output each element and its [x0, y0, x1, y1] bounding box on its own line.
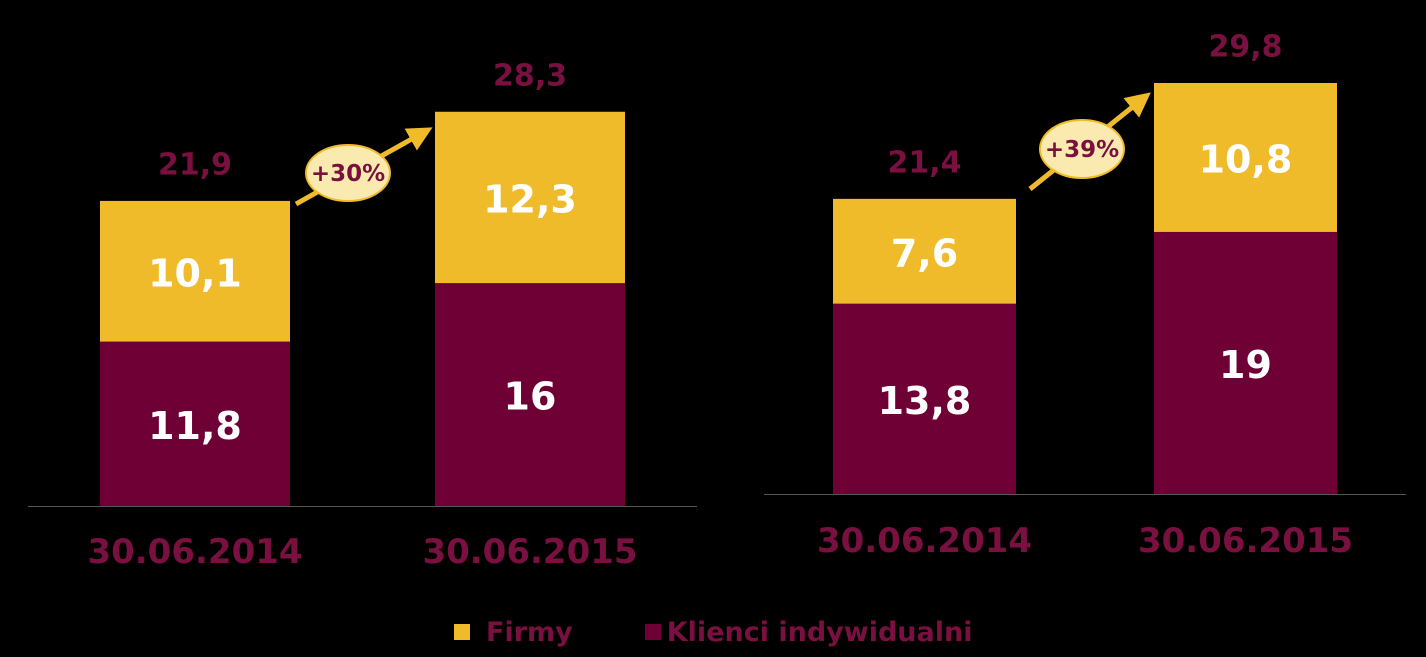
segment-value-firmy: 10,8 [1199, 137, 1293, 181]
segment-value-klienci: 19 [1219, 343, 1272, 387]
bar-segment-firmy [100, 200, 290, 342]
total-value-label: 21,9 [158, 147, 232, 182]
bar-segment-firmy [1154, 83, 1337, 232]
legend-label-firmy: Firmy [486, 616, 573, 648]
chart-left: 11,8 10,1 21,9 30.06.2014 16 12,3 28,3 30.06.20… [28, 58, 697, 572]
total-value-label: 29,8 [1208, 30, 1282, 65]
bar-segment-firmy [435, 111, 625, 284]
segment-value-firmy: 7,6 [891, 231, 958, 275]
bar-segment-klienci [1154, 231, 1337, 495]
x-tick-label: 30.06.2015 [1138, 521, 1353, 561]
growth-bubble [305, 144, 391, 202]
legend-swatch-firmy [454, 624, 470, 640]
growth-label: +30% [311, 161, 385, 187]
x-tick-label: 30.06.2014 [817, 521, 1032, 561]
total-value-label: 21,4 [887, 145, 961, 180]
x-tick-label: 30.06.2014 [87, 532, 302, 572]
segment-value-klienci: 11,8 [148, 404, 242, 448]
bar-segment-klienci [100, 341, 290, 506]
bar-segment-klienci [435, 283, 625, 506]
chart-right: 13,8 7,6 21,4 30.06.2014 19 10,8 29,8 30.06.201… [764, 30, 1406, 561]
legend-item-klienci: Klienci indywidualni [644, 616, 973, 648]
legend: Firmy Klienci indywidualni [454, 614, 972, 650]
segment-value-klienci: 16 [504, 375, 557, 419]
growth-label: +39% [1045, 137, 1119, 163]
legend-swatch-klienci [644, 624, 661, 640]
segment-value-firmy: 10,1 [148, 251, 242, 295]
legend-item-firmy: Firmy [454, 617, 573, 648]
bar-segment-klienci [833, 303, 1016, 494]
legend-label-klienci: Klienci indywidualni [666, 616, 973, 648]
total-value-label: 28,3 [493, 58, 567, 93]
growth-bubble [1039, 119, 1125, 179]
segment-value-klienci: 13,8 [878, 379, 972, 423]
bar-segment-firmy [833, 198, 1016, 304]
segment-value-firmy: 12,3 [483, 177, 577, 221]
x-tick-label: 30.06.2015 [422, 532, 637, 572]
